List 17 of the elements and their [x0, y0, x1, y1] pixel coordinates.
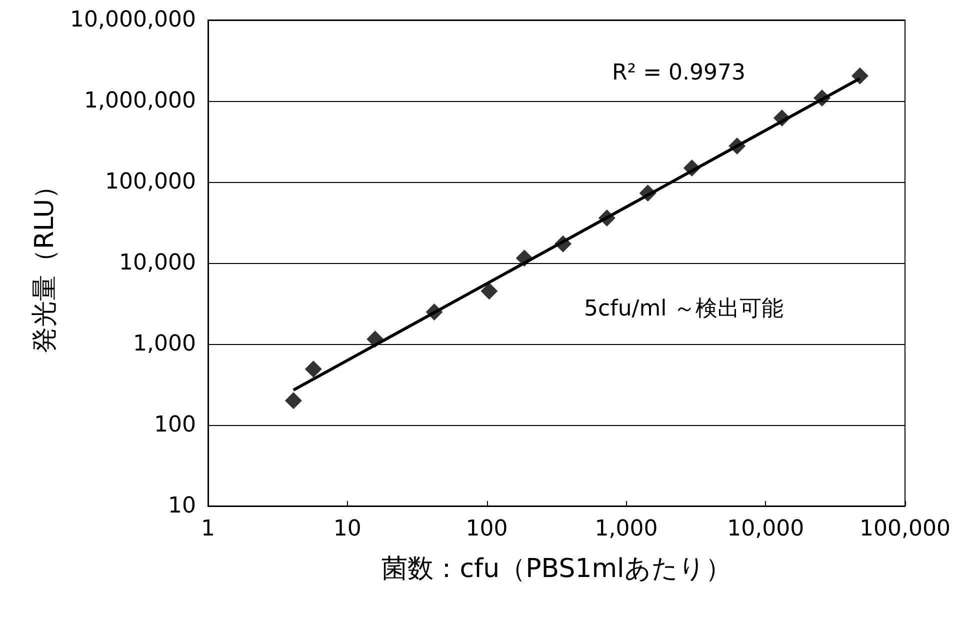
y-tick-label: 10,000: [119, 250, 196, 276]
x-tick-label: 10,000: [727, 516, 804, 542]
x-tick-label: 10: [333, 516, 362, 542]
x-tick-label: 1: [201, 516, 215, 542]
x-tick-label: 100: [466, 516, 508, 542]
y-tick-label: 100: [154, 412, 196, 438]
y-tick-label: 10,000,000: [70, 8, 196, 32]
y-axis-title: 発光量（RLU）: [30, 172, 60, 354]
y-tick-label: 100,000: [105, 170, 196, 194]
y-tick-label: 10: [168, 494, 196, 518]
annotation: R² = 0.9973: [612, 60, 746, 86]
y-tick-label: 1,000: [133, 332, 196, 356]
x-tick-label: 1,000: [594, 516, 658, 542]
annotation: 5cfu/ml ～検出可能: [584, 296, 784, 322]
x-tick-label: 100,000: [860, 516, 950, 542]
x-axis-title: 菌数：cfu（PBS1mlあたり）: [382, 554, 732, 584]
y-tick-label: 1,000,000: [84, 88, 196, 114]
